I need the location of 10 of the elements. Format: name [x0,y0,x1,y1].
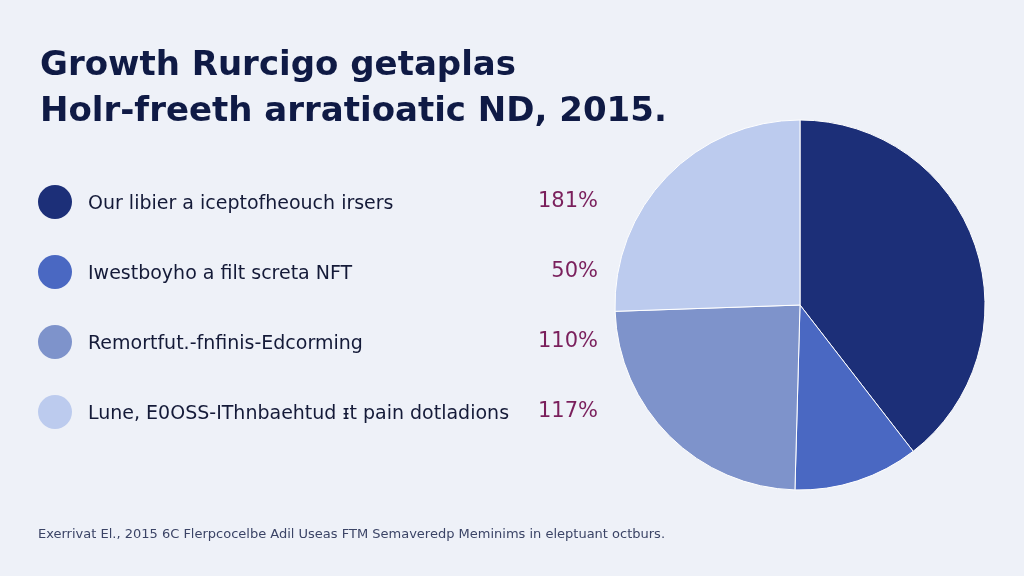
legend-label: Lune, E0OSS-IThnbaehtud ᵻt pain dotladions [88,400,511,425]
legend-label: Our libier a iceptofheouch irsers [88,190,395,215]
legend-label: Remortfut.-fnfinis-Edcorming [88,330,364,355]
text: Exerrivat El., 2015 6C Flerpcocelbe Adil Useas FTM Semaveredp Meminims in eleptuant octburs. [38,526,666,541]
legend-label: Iwestboyho a filt screta NFT [88,260,354,285]
data-label: 117% [536,397,598,422]
data-label: 50% [550,257,598,282]
chart-title: Growth Rurcigo getaplas Holr-freeth arratioatic ND, 2015. [40,42,667,131]
data-label: 110% [536,327,598,352]
data-label: 181% [536,187,598,212]
